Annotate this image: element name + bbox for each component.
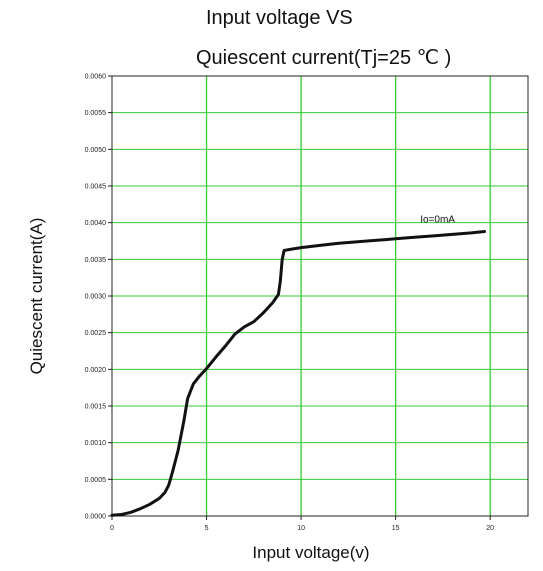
- y-tick-label: 0.0060: [85, 74, 107, 81]
- y-tick-label: 0.0025: [85, 330, 107, 337]
- series-annotation: Io=0mA: [420, 215, 455, 226]
- y-tick-label: 0.0000: [85, 514, 107, 521]
- y-tick-label: 0.0005: [85, 477, 107, 484]
- chart-title-line-1: Input voltage VS: [206, 7, 353, 29]
- axis-ticks: 0.0000 0.0005 0.0010 0.0015 0.0020 0.0025 0.00…: [85, 74, 495, 533]
- y-tick-label: 0.0040: [85, 220, 107, 227]
- y-tick-label: 0.0035: [85, 257, 107, 264]
- x-axis-label: Input voltage(v): [252, 543, 369, 562]
- y-tick-label: 0.0010: [85, 440, 107, 447]
- x-tick-label: 10: [297, 525, 305, 532]
- y-tick-label: 0.0050: [85, 147, 107, 154]
- y-tick-label: 0.0015: [85, 404, 107, 411]
- y-tick-label: 0.0045: [85, 184, 107, 191]
- series-layer: [110, 230, 486, 517]
- chart-title-line-2: Quiescent current(Tj=25 ℃ ): [196, 47, 451, 69]
- x-tick-label: 15: [392, 525, 400, 532]
- x-tick-label: 20: [486, 525, 494, 532]
- y-tick-label: 0.0055: [85, 110, 107, 117]
- y-tick-label: 0.0030: [85, 294, 107, 301]
- x-tick-label: 0: [110, 525, 114, 532]
- y-axis-label: Quiescent current(A): [27, 218, 46, 375]
- series-line: [110, 230, 486, 517]
- x-tick-label: 5: [205, 525, 209, 532]
- y-tick-label: 0.0020: [85, 367, 107, 374]
- grid-lines: [112, 75, 528, 517]
